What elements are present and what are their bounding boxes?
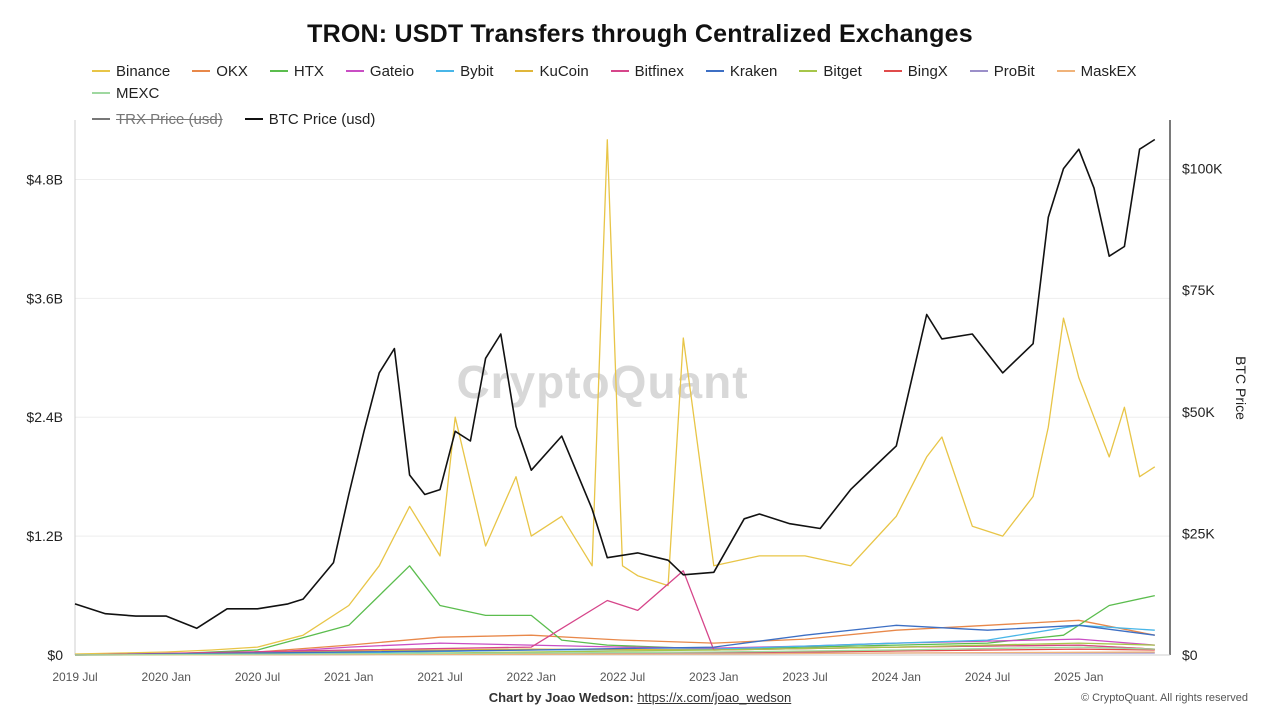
legend-label: Bitfinex <box>634 62 684 80</box>
series-line-bybit <box>74 624 1155 656</box>
x-tick-label: 2022 Jan <box>507 670 556 684</box>
chart-credit: Chart by Joao Wedson: https://x.com/joao… <box>0 690 1280 705</box>
legend-swatch <box>610 70 629 72</box>
legend-item-htx[interactable]: HTX <box>269 62 324 80</box>
legend-swatch <box>92 118 110 120</box>
series-line-bitfinex <box>74 570 1155 656</box>
legend-label: Binance <box>116 62 171 80</box>
legend-label: MaskEX <box>1080 62 1137 80</box>
legend-item-binance[interactable]: Binance <box>92 62 170 80</box>
legend-label: OKX <box>216 62 248 80</box>
legend-swatch <box>244 118 263 120</box>
legend-swatch <box>436 70 455 72</box>
legend-label: HTX <box>293 62 324 80</box>
x-tick-label: 2024 Jul <box>965 670 1010 684</box>
x-tick-label: 2023 Jan <box>689 670 738 684</box>
legend-swatch <box>883 70 902 72</box>
x-tick-label: 2024 Jan <box>872 670 921 684</box>
y-right-tick-label: $100K <box>1182 161 1223 177</box>
legend-item-btc-price-usd[interactable]: BTC Price (usd) <box>244 110 376 128</box>
series-line-htx <box>74 565 1155 656</box>
y-right-tick-label: $75K <box>1182 282 1215 298</box>
legend-label: Bitget <box>823 62 862 80</box>
series-line-kraken <box>74 624 1155 656</box>
x-tick-label: 2021 Jan <box>324 670 373 684</box>
legend-label: MEXC <box>116 84 160 102</box>
chart-title: TRON: USDT Transfers through Centralized… <box>307 20 973 48</box>
credit-prefix: Chart by Joao Wedson: <box>488 690 634 705</box>
credit-link[interactable]: https://x.com/joao_wedson <box>637 690 792 705</box>
legend-swatch <box>192 70 211 72</box>
series-line-binance <box>74 139 1156 655</box>
y-left-tick-label: $2.4B <box>26 409 63 425</box>
y-right-tick-label: $25K <box>1182 525 1215 541</box>
legend-label: Gateio <box>369 62 415 80</box>
legend-item-probit[interactable]: ProBit <box>969 62 1035 80</box>
legend-item-bitget[interactable]: Bitget <box>799 62 862 80</box>
x-tick-label: 2019 Jul <box>52 670 97 684</box>
legend-item-bitfinex[interactable]: Bitfinex <box>610 62 684 80</box>
legend-label: ProBit <box>993 62 1035 80</box>
y-left-tick-label: $0 <box>47 647 63 663</box>
legend-item-trx-price-usd[interactable]: TRX Price (usd) <box>92 110 223 128</box>
legend-swatch <box>515 70 534 72</box>
legend-item-mexc[interactable]: MEXC <box>92 84 159 102</box>
x-tick-label: 2020 Jan <box>142 670 191 684</box>
copyright-notice: © CryptoQuant. All rights reserved <box>1080 692 1248 704</box>
legend-label: BTC Price (usd) <box>268 110 376 128</box>
x-tick-label: 2022 Jul <box>600 670 645 684</box>
y-right-axis-title: BTC Price <box>1233 356 1249 420</box>
legend-swatch <box>1056 70 1075 72</box>
y-left-tick-label: $4.8B <box>26 171 63 187</box>
legend-item-bybit[interactable]: Bybit <box>436 62 493 80</box>
legend-item-maskex[interactable]: MaskEX <box>1056 62 1137 80</box>
legend-item-gateio[interactable]: Gateio <box>345 62 415 80</box>
legend-swatch <box>345 70 364 72</box>
y-left-tick-label: $1.2B <box>26 528 63 544</box>
legend-label: Bybit <box>460 62 494 80</box>
legend-swatch <box>92 70 110 72</box>
series-line-btc-price-usd <box>74 138 1156 630</box>
legend-label: TRX Price (usd) <box>116 110 223 128</box>
legend-swatch <box>269 70 288 72</box>
series-line-mexc <box>74 646 1155 656</box>
legend-swatch <box>969 70 988 72</box>
legend-swatch <box>705 70 724 72</box>
x-tick-label: 2020 Jul <box>235 670 280 684</box>
y-right-tick-label: $50K <box>1182 404 1215 420</box>
x-tick-label: 2025 Jan <box>1054 670 1103 684</box>
y-left-tick-label: $3.6B <box>26 290 63 306</box>
y-right-tick-label: $0 <box>1182 647 1198 663</box>
legend-item-kucoin[interactable]: KuCoin <box>515 62 589 80</box>
legend-label: Kraken <box>729 62 778 80</box>
legend-item-bingx[interactable]: BingX <box>883 62 948 80</box>
legend-label: BingX <box>907 62 948 80</box>
legend-label: KuCoin <box>539 62 589 80</box>
x-tick-label: 2023 Jul <box>782 670 827 684</box>
legend-swatch <box>92 92 110 94</box>
watermark-text: CryptoQuant <box>456 356 748 408</box>
x-tick-label: 2021 Jul <box>417 670 462 684</box>
legend-item-okx[interactable]: OKX <box>192 62 248 80</box>
legend-item-kraken[interactable]: Kraken <box>705 62 778 80</box>
legend-swatch <box>799 70 818 72</box>
series-line-maskex <box>74 651 1155 656</box>
chart-legend: Binance OKX HTX Gateio Bybit KuCoin Bitfinex Kr… <box>92 62 1212 128</box>
